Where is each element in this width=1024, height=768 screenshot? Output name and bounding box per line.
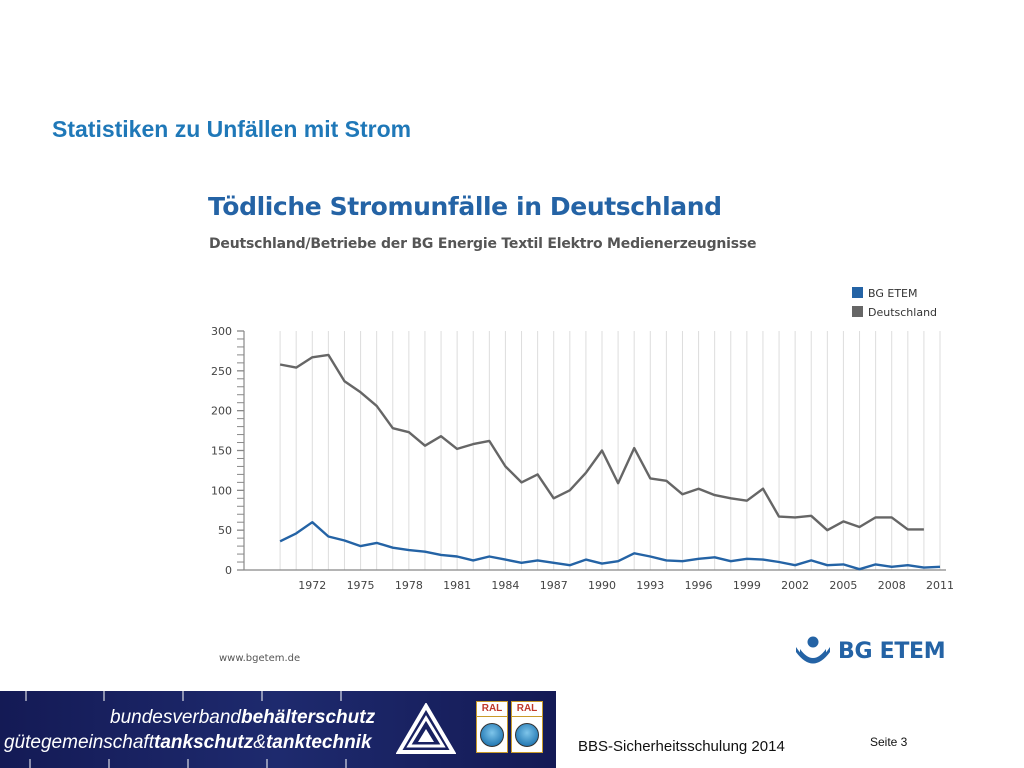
ral-label-2: RAL [512, 702, 542, 717]
series-line-bg-etem [279, 521, 941, 571]
ral-seal-2: RAL [511, 701, 543, 753]
x-tick-label: 1975 [347, 579, 375, 592]
banner-tanktechnik: tanktechnik [265, 732, 372, 753]
banner-line-2: gütegemeinschafttankschutz&tanktechnik [4, 732, 372, 754]
chart-legend: BG ETEM Deutschland [852, 287, 937, 319]
chart-axes: 0 50 100 150 200 250 300 1972 1975 1978 1981 1984 19… [211, 325, 954, 592]
x-tick-label: 1999 [733, 579, 761, 592]
y-tick-label: 100 [211, 484, 232, 497]
x-tick-label: 1981 [443, 579, 471, 592]
legend-label: BG ETEM [868, 287, 917, 300]
y-tick-label: 150 [211, 445, 232, 458]
x-tick-label: 2005 [829, 579, 857, 592]
banner-behaelterschutz: behälterschutz [241, 707, 376, 728]
y-tick-label: 50 [218, 524, 232, 537]
x-tick-label: 2002 [781, 579, 809, 592]
x-tick-label: 1978 [395, 579, 423, 592]
x-tick-label: 1993 [636, 579, 664, 592]
x-tick-label: 1987 [540, 579, 568, 592]
y-tick-label: 200 [211, 405, 232, 418]
ral-label-1: RAL [477, 702, 507, 717]
ral-seal-icon [480, 723, 504, 747]
banner-ampersand: & [253, 732, 266, 753]
banner-bundesverband: bundesverband [110, 707, 241, 728]
slide-title: Statistiken zu Unfällen mit Strom [52, 116, 412, 142]
legend-swatch [852, 287, 863, 298]
bg-etem-logo: BG ETEM [794, 635, 946, 667]
chart-title: Tödliche Stromunfälle in Deutschland [208, 192, 722, 221]
x-tick-label: 1972 [298, 579, 326, 592]
y-tick-label: 300 [211, 325, 232, 338]
logo-text: BG ETEM [838, 638, 946, 664]
ral-seal-icon [515, 723, 539, 747]
chart-subtitle: Deutschland/Betriebe der BG Energie Text… [209, 236, 757, 252]
page-number: Seite 3 [870, 735, 908, 749]
x-tick-label: 1990 [588, 579, 616, 592]
legend-label: Deutschland [868, 306, 937, 319]
banner-decoration [25, 691, 347, 768]
x-tick-label: 2008 [878, 579, 906, 592]
banner-guetegemeinschaft: gütegemeinschaft [4, 732, 154, 753]
y-tick-label: 250 [211, 365, 232, 378]
chart-grid [279, 331, 941, 570]
x-tick-label: 1984 [491, 579, 519, 592]
x-tick-label: 1996 [685, 579, 713, 592]
series-line-deutschland [279, 353, 924, 532]
banner-line-1: bundesverbandbehälterschutz [110, 707, 375, 729]
chart-series [279, 353, 941, 571]
y-tick-label: 0 [225, 564, 232, 577]
x-tick-label: 2011 [926, 579, 954, 592]
ral-seal-1: RAL [476, 701, 508, 753]
legend-swatch [852, 306, 863, 317]
footer-text: BBS-Sicherheitsschulung 2014 [578, 738, 785, 755]
source-url: www.bgetem.de [219, 653, 301, 664]
bg-etem-logo-icon [796, 636, 830, 664]
banner-tankschutz: tankschutz [154, 732, 254, 753]
triangle-emblem-icon [396, 703, 456, 754]
association-banner: bundesverbandbehälterschutz gütegemeinsc… [0, 691, 556, 768]
